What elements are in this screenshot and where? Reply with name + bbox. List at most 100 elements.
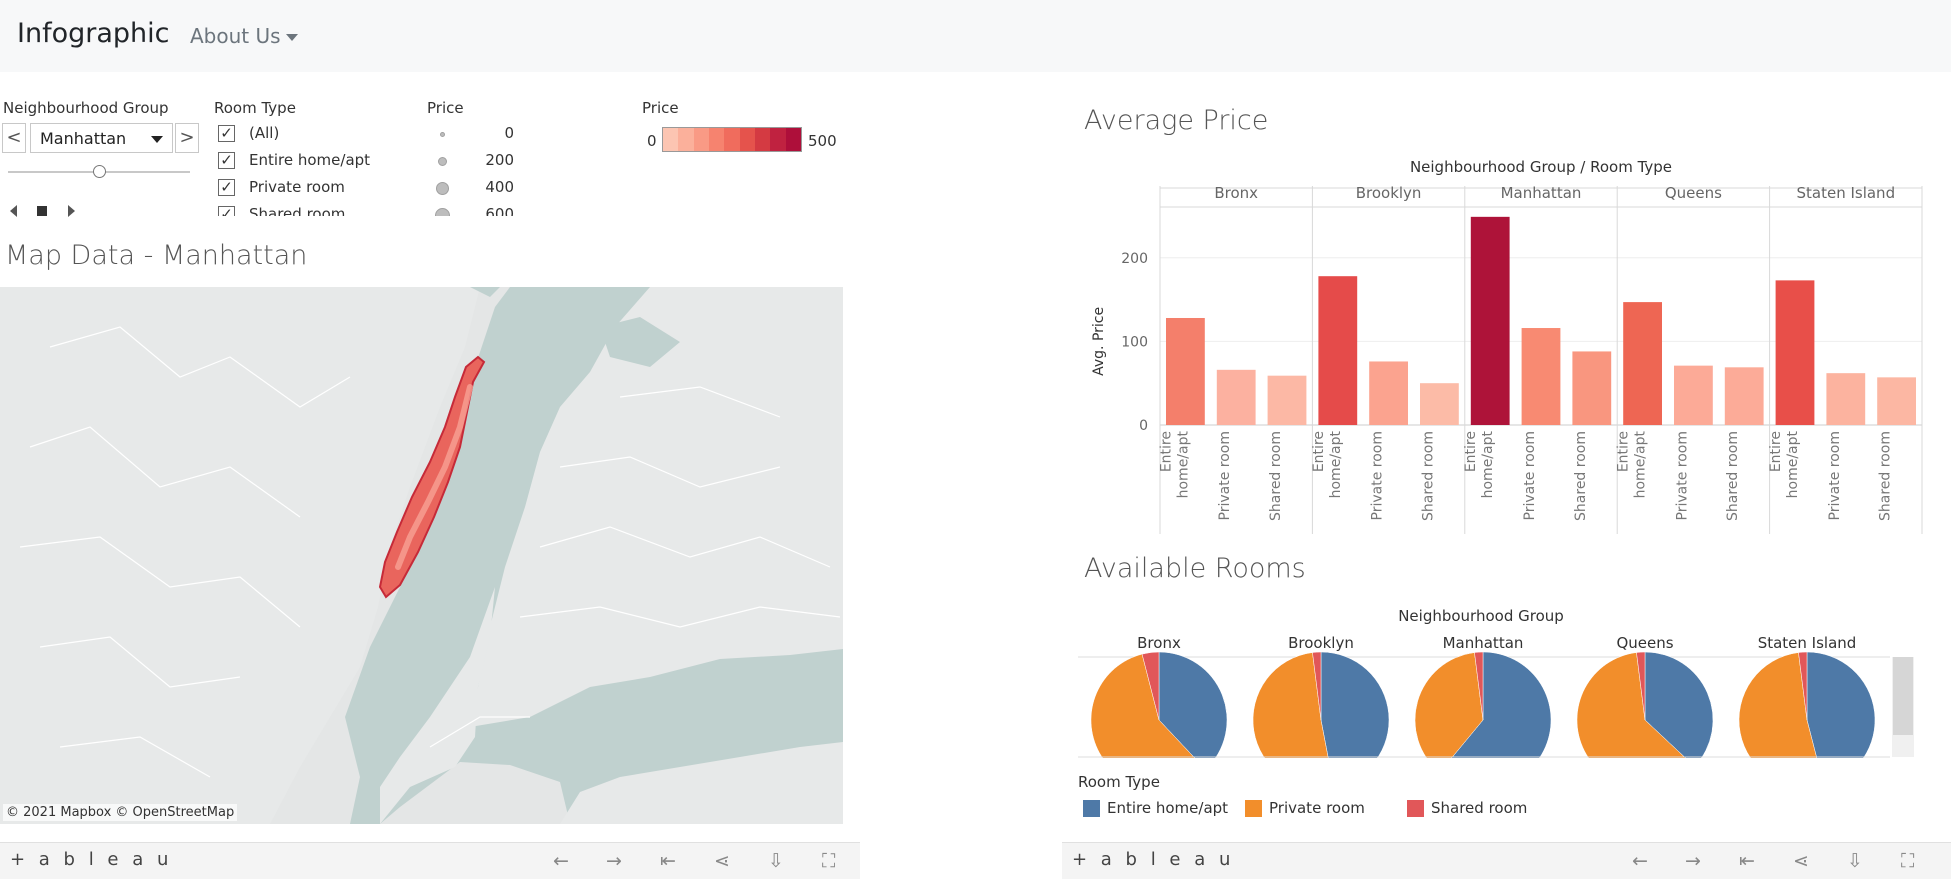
undo-icon[interactable]: ←: [1632, 850, 1648, 872]
bar[interactable]: [1470, 216, 1510, 425]
brooklyn-land: [380, 587, 495, 824]
about-us-label: About Us: [190, 24, 281, 48]
next-neighbourhood-button[interactable]: >: [175, 123, 199, 153]
pie-slice[interactable]: [1474, 651, 1484, 721]
category-label: home/apt: [1633, 431, 1649, 499]
map-credit[interactable]: © 2021 Mapbox © OpenStreetMap: [3, 804, 238, 821]
pie-slice[interactable]: [1312, 651, 1322, 721]
step-back-icon[interactable]: [10, 205, 17, 217]
revert-icon[interactable]: ⇤: [1739, 850, 1755, 872]
download-icon[interactable]: ⇩: [1847, 850, 1863, 872]
boundary-lines: [19, 326, 841, 778]
room-type-option-label: Shared room: [249, 205, 346, 216]
brand-title[interactable]: Infographic: [17, 18, 170, 49]
checkbox-icon[interactable]: ✓: [218, 179, 235, 196]
pie-slice[interactable]: [1252, 652, 1334, 760]
rooms-header: Neighbourhood Group: [1398, 607, 1564, 625]
legend-swatch-shared[interactable]: [1407, 800, 1424, 817]
neighbourhood-select[interactable]: Manhattan: [30, 123, 173, 153]
category-label: Entire: [1616, 431, 1632, 472]
legend-label-private: Private room: [1269, 799, 1365, 817]
gradient-swatch: [724, 128, 740, 151]
share-icon[interactable]: ⋖: [714, 850, 730, 872]
room-type-option-label: Private room: [249, 178, 345, 196]
pie-slice[interactable]: [1644, 651, 1714, 760]
map-canvas: [0, 287, 843, 824]
share-icon[interactable]: ⋖: [1793, 850, 1809, 872]
bar[interactable]: [1775, 280, 1815, 425]
y-tick-label: 100: [1121, 334, 1148, 350]
category-label: home/apt: [1175, 431, 1191, 499]
bar[interactable]: [1166, 317, 1205, 425]
bar[interactable]: [1674, 365, 1713, 425]
scrollbar-thumb[interactable]: [1893, 657, 1913, 735]
map-title: Map Data - Manhattan: [5, 240, 308, 271]
room-type-filter: ✓ (All) ✓ Entire home/apt ✓ Private room…: [215, 120, 415, 216]
pie-slice[interactable]: [1141, 651, 1160, 721]
pie-slice[interactable]: [1320, 651, 1390, 760]
size-dot-icon: [435, 208, 450, 216]
slider-thumb[interactable]: [93, 165, 106, 178]
pie-slice[interactable]: [1738, 652, 1824, 760]
pie-slice[interactable]: [1636, 651, 1646, 721]
undo-icon[interactable]: ←: [553, 850, 569, 872]
map-view[interactable]: © 2021 Mapbox © OpenStreetMap: [0, 287, 843, 824]
legend-swatch-private[interactable]: [1245, 800, 1262, 817]
bar[interactable]: [1318, 276, 1358, 425]
prev-neighbourhood-button[interactable]: <: [2, 123, 26, 153]
pie-slice[interactable]: [1158, 651, 1228, 760]
category-label: Shared room: [1573, 431, 1589, 521]
bar[interactable]: [1572, 351, 1612, 425]
room-type-label: Room Type: [214, 99, 296, 117]
redo-icon[interactable]: →: [606, 850, 622, 872]
checkbox-icon[interactable]: ✓: [218, 206, 235, 216]
revert-icon[interactable]: ⇤: [660, 850, 676, 872]
playback-controls: [10, 205, 75, 217]
average-price-chart: Neighbourhood Group / Room Type 0 100 200 Av…: [1091, 158, 1923, 534]
pie-slice[interactable]: [1806, 651, 1876, 760]
pie-slice[interactable]: [1090, 653, 1206, 760]
group-label: Staten Island: [1758, 634, 1857, 652]
checkbox-icon[interactable]: ✓: [218, 152, 235, 169]
bar[interactable]: [1216, 369, 1256, 425]
step-forward-icon[interactable]: [68, 205, 75, 217]
bar[interactable]: [1420, 383, 1459, 425]
legend-swatch-entire[interactable]: [1083, 800, 1100, 817]
pie-slice[interactable]: [1576, 652, 1695, 760]
queens-land: [470, 287, 843, 727]
available-rooms-title: Available Rooms: [1084, 553, 1306, 584]
checkbox-icon[interactable]: ✓: [218, 125, 235, 142]
pie-slice[interactable]: [1798, 651, 1808, 721]
manhattan-price-points[interactable]: [378, 355, 486, 599]
bar[interactable]: [1877, 377, 1916, 425]
bar[interactable]: [1521, 328, 1561, 425]
price-color-legend-label: Price: [642, 99, 679, 117]
about-us-dropdown[interactable]: About Us: [190, 24, 298, 48]
tableau-logo[interactable]: + a b l e a u: [10, 849, 173, 870]
stop-icon[interactable]: [37, 206, 47, 216]
bar[interactable]: [1724, 367, 1764, 425]
tableau-logo[interactable]: + a b l e a u: [1072, 849, 1235, 870]
redo-icon[interactable]: →: [1685, 850, 1701, 872]
category-label: Shared room: [1725, 431, 1741, 521]
fullscreen-icon[interactable]: ⛶: [1901, 850, 1915, 872]
group-label: Brooklyn: [1356, 184, 1422, 202]
room-type-option-label: (All): [249, 124, 280, 142]
manhattan-price-points-highlight: [395, 384, 473, 570]
bar[interactable]: [1623, 302, 1662, 425]
pie-slice[interactable]: [1440, 651, 1552, 760]
size-legend-value: 600: [485, 205, 514, 216]
download-icon[interactable]: ⇩: [768, 850, 784, 872]
legend-label-entire: Entire home/apt: [1107, 799, 1229, 817]
y-axis-label: Avg. Price: [1091, 307, 1107, 376]
size-legend-value: 0: [504, 124, 514, 142]
bar[interactable]: [1267, 375, 1307, 425]
average-price-header: Neighbourhood Group / Room Type: [1410, 158, 1672, 176]
group-label: Manhattan: [1443, 634, 1524, 652]
price-color-max: 500: [808, 132, 837, 150]
legend-label-shared: Shared room: [1431, 799, 1528, 817]
bar[interactable]: [1369, 361, 1408, 425]
bar[interactable]: [1826, 373, 1866, 425]
gradient-swatch: [708, 128, 725, 151]
fullscreen-icon[interactable]: ⛶: [822, 850, 836, 872]
